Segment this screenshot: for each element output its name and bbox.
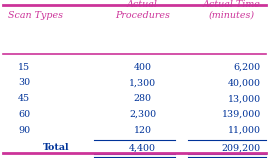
Text: Total: Total [43,143,70,152]
Text: 1,300: 1,300 [129,79,156,87]
Text: 139,000: 139,000 [222,110,261,119]
Text: 400: 400 [134,63,151,72]
Text: 90: 90 [18,126,30,135]
Text: 2,300: 2,300 [129,110,156,119]
Text: 120: 120 [134,126,151,135]
Text: Actual
Procedures: Actual Procedures [115,0,170,20]
Text: Scan Types: Scan Types [8,11,63,20]
Text: 4,400: 4,400 [129,143,156,152]
Text: 40,000: 40,000 [228,79,261,87]
Text: 13,000: 13,000 [228,94,261,103]
Text: 280: 280 [134,94,151,103]
Text: Actual Time
(minutes): Actual Time (minutes) [203,0,261,20]
Text: 6,200: 6,200 [234,63,261,72]
Text: 45: 45 [18,94,30,103]
Text: 60: 60 [18,110,30,119]
Text: 30: 30 [18,79,30,87]
Text: 15: 15 [18,63,30,72]
Text: 209,200: 209,200 [222,143,261,152]
Text: 11,000: 11,000 [228,126,261,135]
